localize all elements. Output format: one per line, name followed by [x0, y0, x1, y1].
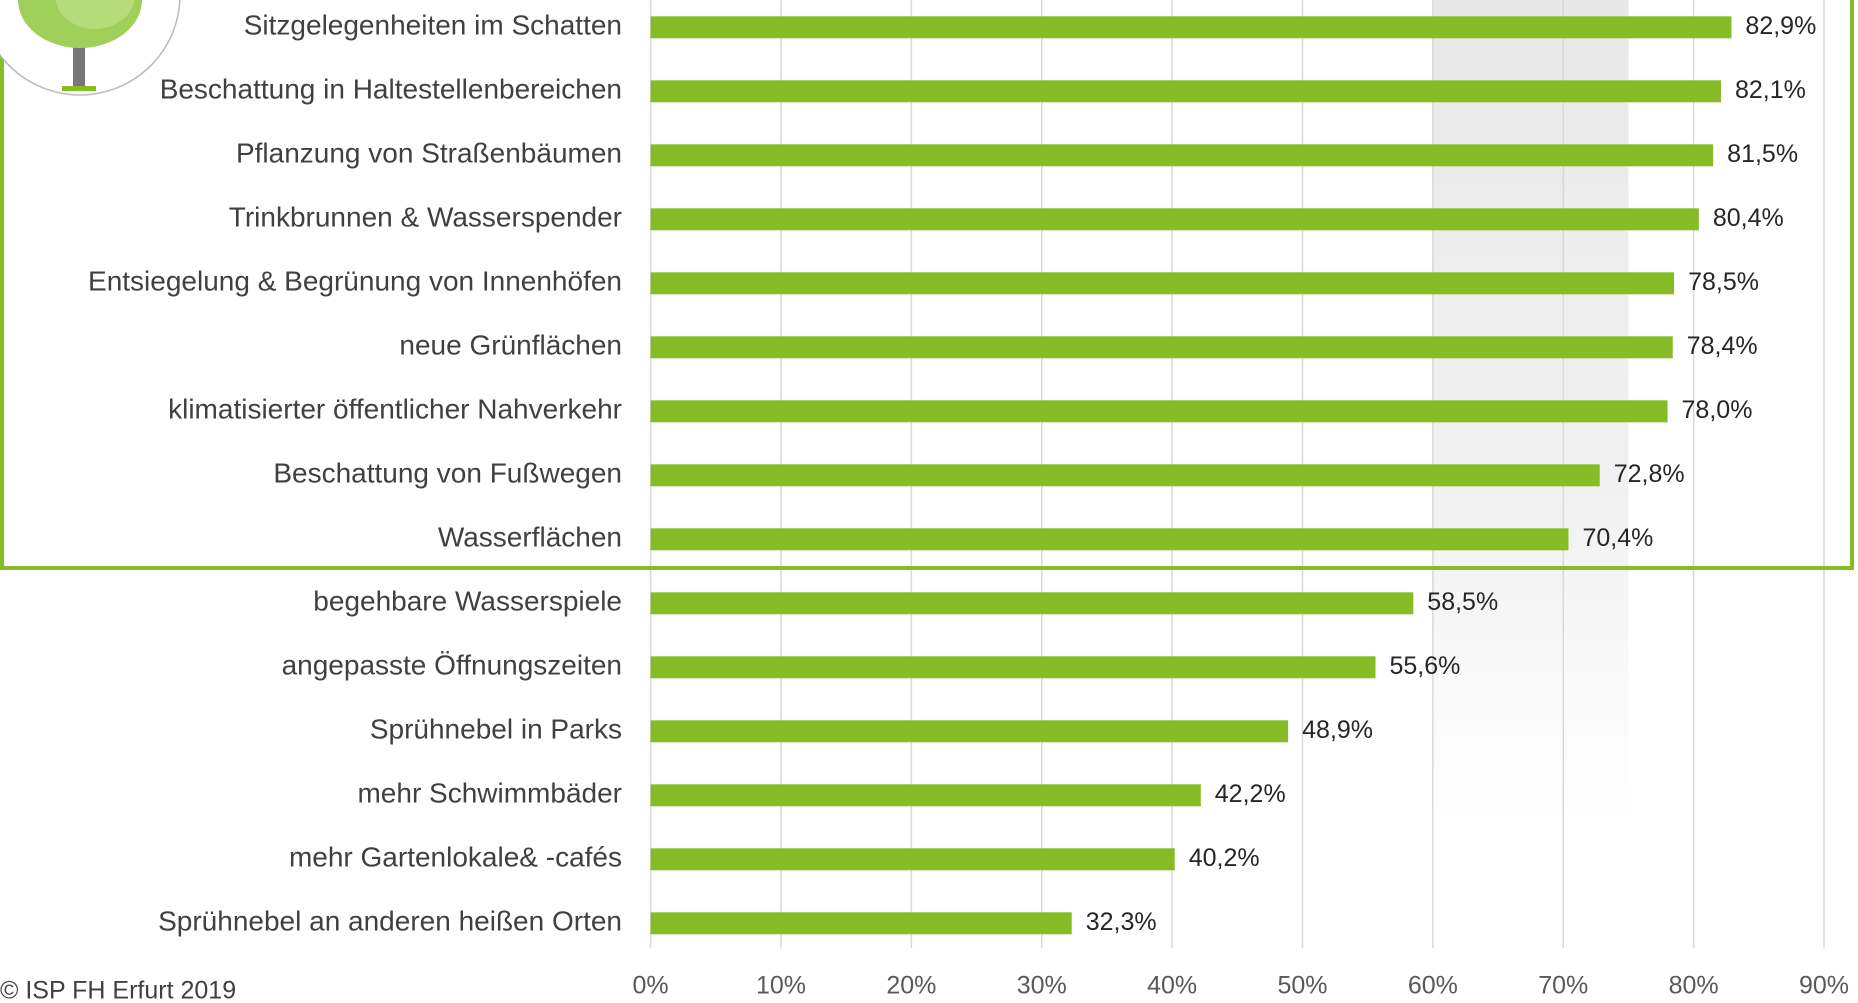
category-label: Wasserflächen: [438, 522, 622, 553]
value-label: 58,5%: [1427, 588, 1498, 616]
value-label: 81,5%: [1727, 140, 1798, 168]
value-label: 48,9%: [1302, 716, 1373, 744]
value-label: 82,9%: [1745, 12, 1816, 40]
bar: [650, 528, 1569, 551]
x-tick-label: 80%: [1669, 972, 1719, 1000]
category-label: Trinkbrunnen & Wasserspender: [229, 202, 622, 233]
value-label: 42,2%: [1215, 780, 1286, 808]
bar: [650, 720, 1289, 743]
x-tick-label: 0%: [633, 972, 669, 1000]
category-label: mehr Gartenlokale& -cafés: [289, 842, 622, 873]
bar: [650, 912, 1072, 935]
highlight-box: [0, 0, 1854, 570]
category-label: Beschattung von Fußwegen: [273, 458, 622, 489]
category-label: Sprühnebel in Parks: [370, 714, 622, 745]
bar: [650, 144, 1714, 167]
x-tick-label: 10%: [756, 972, 806, 1000]
category-label: Pflanzung von Straßenbäumen: [236, 138, 622, 169]
value-label: 78,4%: [1687, 332, 1758, 360]
category-label: Beschattung in Haltestellenbereichen: [160, 74, 622, 105]
value-label: 72,8%: [1614, 460, 1685, 488]
x-tick-label: 70%: [1538, 972, 1588, 1000]
bar: [650, 400, 1668, 423]
bar: [650, 272, 1675, 295]
value-label: 80,4%: [1713, 204, 1784, 232]
bar: [650, 80, 1722, 103]
footer: © ISP FH Erfurt 2019: [0, 977, 236, 1003]
value-label: 40,2%: [1189, 844, 1260, 872]
value-label: 78,0%: [1682, 396, 1753, 424]
bar: [650, 784, 1201, 807]
x-tick-label: 30%: [1017, 972, 1067, 1000]
bar: [650, 592, 1414, 615]
category-label: klimatisierter öffentlicher Nahverkehr: [168, 394, 622, 425]
bar: [650, 848, 1175, 871]
category-label: Sitzgelegenheiten im Schatten: [244, 10, 622, 41]
value-label: 82,1%: [1735, 76, 1806, 104]
x-tick-label: 40%: [1147, 972, 1197, 1000]
value-label: 70,4%: [1582, 524, 1653, 552]
value-label: 55,6%: [1390, 652, 1461, 680]
category-label: angepasste Öffnungszeiten: [282, 650, 622, 681]
x-tick-label: 20%: [886, 972, 936, 1000]
bar: [650, 464, 1600, 487]
bar: [650, 336, 1673, 359]
category-label: neue Grünflächen: [399, 330, 622, 361]
category-label: Sprühnebel an anderen heißen Orten: [158, 906, 622, 937]
tree-icon: [0, 0, 181, 96]
category-label: Entsiegelung & Begrünung von Innenhöfen: [88, 266, 622, 297]
category-label: begehbare Wasserspiele: [313, 586, 622, 617]
bar: [650, 656, 1376, 679]
x-tick-label: 60%: [1408, 972, 1458, 1000]
bar: [650, 208, 1699, 231]
x-tick-label: 90%: [1799, 972, 1849, 1000]
bar: [650, 16, 1732, 39]
x-tick-label: 50%: [1277, 972, 1327, 1000]
value-label: 32,3%: [1086, 908, 1157, 936]
value-label: 78,5%: [1688, 268, 1759, 296]
category-label: mehr Schwimmbäder: [357, 778, 622, 809]
